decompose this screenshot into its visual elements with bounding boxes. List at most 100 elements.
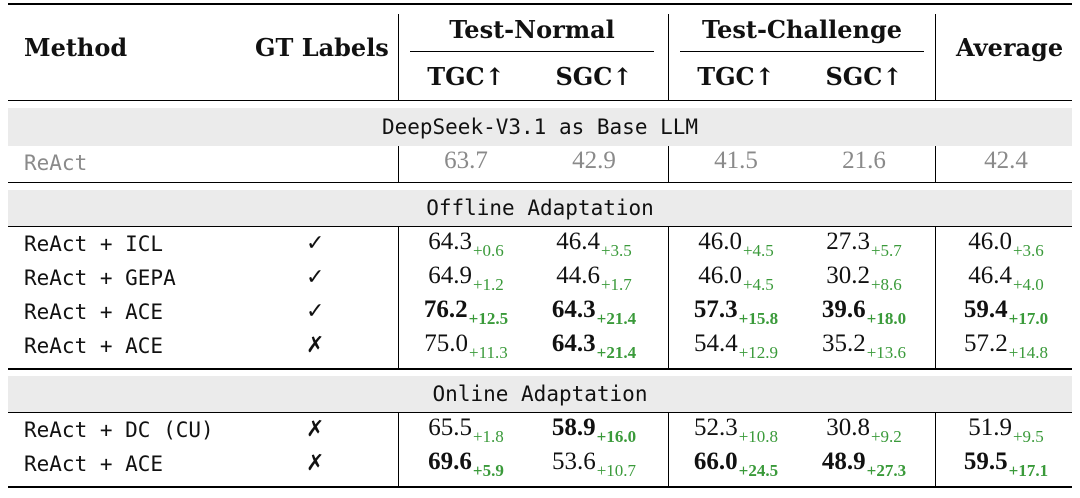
- metric-value: 46.4: [556, 228, 600, 255]
- col-divider: [935, 14, 936, 100]
- metric-delta: +10.7: [596, 461, 637, 480]
- metric-delta: +13.6: [866, 343, 907, 362]
- metric-cell: 57.3+15.8: [676, 296, 796, 328]
- metric-cell: 58.9+16.0: [534, 414, 654, 446]
- metric-delta: +9.5: [1012, 427, 1044, 446]
- col-divider: [668, 412, 669, 486]
- metric-value: 46.0: [698, 228, 742, 255]
- metric-delta: +4.5: [742, 275, 774, 294]
- metric-delta: +0.6: [472, 241, 504, 260]
- metric-cell: 59.4+17.0: [940, 296, 1072, 328]
- metric-cell: 52.3+10.8: [676, 414, 796, 446]
- metric-value: 76.2: [423, 296, 468, 323]
- col-divider: [668, 14, 669, 100]
- row-method: ReAct + ACE: [24, 452, 164, 476]
- metric-value: 54.4: [693, 330, 738, 357]
- col-divider: [398, 14, 399, 100]
- metric-cell: 35.2+13.6: [804, 330, 924, 362]
- header-sgc-normal: SGC↑: [555, 62, 633, 91]
- col-divider: [935, 226, 936, 368]
- baseline-method: ReAct: [24, 151, 88, 175]
- metric-value: 65.5: [428, 414, 472, 441]
- header-test-challenge: Test-Challenge: [701, 15, 903, 44]
- metric-delta: +1.2: [472, 275, 504, 294]
- metric-delta: +4.0: [1012, 275, 1044, 294]
- metric-cell: 66.0+24.5: [676, 448, 796, 480]
- metric-cell: 69.6+5.9: [406, 448, 526, 480]
- metric-cell: 44.6+1.7: [534, 262, 654, 294]
- metric-value: 35.2: [821, 330, 866, 357]
- metric-value: 66.0: [693, 448, 738, 475]
- metric-value: 64.3: [551, 330, 596, 357]
- metric-delta: +21.4: [596, 309, 637, 328]
- row-method: ReAct + ICL: [24, 232, 164, 256]
- col-divider: [668, 226, 669, 368]
- metric-value: 46.0: [968, 228, 1012, 255]
- metric-cell: 27.3+5.7: [804, 228, 924, 260]
- cross-mark-icon: ✗: [306, 333, 325, 358]
- header-tgc-normal: TGC↑: [427, 62, 505, 91]
- metric-value: 75.0: [424, 330, 469, 357]
- offline-rule: [8, 226, 1072, 227]
- metric-cell: 39.6+18.0: [804, 296, 924, 328]
- baseline-rule: [8, 182, 1072, 183]
- metric-cell: 30.8+9.2: [804, 414, 924, 446]
- header-gt-labels: GT Labels: [255, 33, 389, 62]
- online-rule: [8, 412, 1072, 413]
- col-divider: [935, 412, 936, 486]
- col-divider: [935, 146, 936, 182]
- header-tgc-challenge: TGC↑: [697, 62, 775, 91]
- check-mark-icon: ✓: [306, 231, 325, 256]
- metric-value: 46.4: [968, 262, 1012, 289]
- metric-value: 64.3: [428, 228, 472, 255]
- test-challenge-cmidrule: [680, 51, 924, 52]
- header-rule: [8, 100, 1072, 101]
- check-mark-icon: ✓: [306, 265, 325, 290]
- metric-cell: 54.4+12.9: [676, 330, 796, 362]
- row-method: ReAct + GEPA: [24, 266, 176, 290]
- metric-value: 46.0: [698, 262, 742, 289]
- metric-cell: 64.3+21.4: [534, 296, 654, 328]
- metric-delta: +11.3: [469, 343, 508, 362]
- metric-value: 57.2: [963, 330, 1008, 357]
- header-average: Average: [956, 33, 1064, 62]
- metric-delta: +16.0: [596, 427, 637, 446]
- metric-value: 59.4: [963, 296, 1008, 323]
- col-divider: [668, 146, 669, 182]
- metric-value: 52.3: [693, 414, 738, 441]
- section-band-online: [8, 376, 1072, 412]
- header-method: Method: [24, 33, 128, 62]
- metric-value: 59.5: [963, 448, 1008, 475]
- metric-delta: +17.0: [1008, 309, 1049, 328]
- metric-value: 48.9: [821, 448, 866, 475]
- test-normal-cmidrule: [410, 51, 654, 52]
- col-divider: [398, 146, 399, 182]
- section-online-adaptation: Online Adaptation: [432, 382, 648, 406]
- baseline-value: 42.9: [572, 147, 616, 174]
- col-divider: [398, 412, 399, 486]
- bottom-rule: [8, 486, 1072, 488]
- baseline-value: 42.4: [984, 147, 1028, 174]
- metric-delta: +24.5: [738, 461, 779, 480]
- metric-value: 27.3: [826, 228, 870, 255]
- metric-cell: 30.2+8.6: [804, 262, 924, 294]
- metric-delta: +9.2: [870, 427, 902, 446]
- metric-value: 30.8: [826, 414, 870, 441]
- metric-delta: +3.6: [1012, 241, 1044, 260]
- metric-value: 39.6: [821, 296, 866, 323]
- metric-cell: 59.5+17.1: [940, 448, 1072, 480]
- metric-delta: +12.9: [738, 343, 779, 362]
- metric-value: 64.9: [428, 262, 472, 289]
- metric-delta: +17.1: [1008, 461, 1049, 480]
- metric-delta: +5.9: [472, 461, 504, 480]
- header-sgc-challenge: SGC↑: [825, 62, 903, 91]
- metric-value: 51.9: [968, 414, 1012, 441]
- metric-delta: +21.4: [596, 343, 637, 362]
- col-divider: [398, 226, 399, 368]
- metric-value: 69.6: [428, 448, 472, 475]
- section-offline-adaptation: Offline Adaptation: [426, 196, 654, 220]
- metric-delta: +14.8: [1008, 343, 1049, 362]
- metric-cell: 46.0+4.5: [676, 228, 796, 260]
- metric-cell: 46.0+3.6: [940, 228, 1072, 260]
- metric-delta: +12.5: [468, 309, 509, 328]
